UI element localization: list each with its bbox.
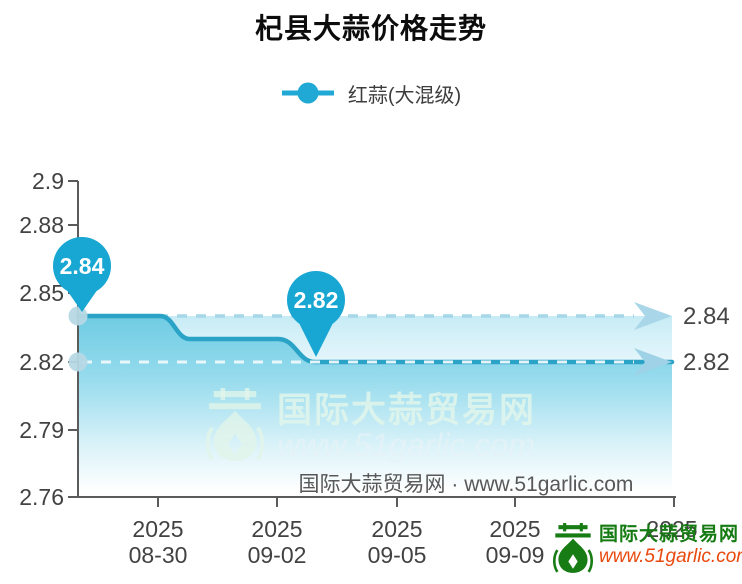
chart-title: 杞县大蒜价格走势 bbox=[254, 13, 487, 44]
x-axis-ticks bbox=[157, 497, 675, 507]
series-start-dot bbox=[68, 306, 88, 326]
x-tick-label-year: 2025 bbox=[371, 516, 422, 542]
x-tick-label-year: 2025 bbox=[251, 516, 302, 542]
x-tick-label-year: 2025 bbox=[489, 516, 540, 542]
reference-value-label: 2.84 bbox=[683, 303, 730, 330]
series-level-dot bbox=[68, 352, 88, 372]
pin-value-label: 2.84 bbox=[60, 253, 105, 279]
arrow-right-icon bbox=[634, 348, 672, 376]
price-pin-2-84[interactable]: 2.84 bbox=[53, 237, 111, 312]
legend-item[interactable]: 红蒜(大混级) bbox=[0, 79, 742, 107]
x-tick-label-year: 2025 bbox=[646, 516, 697, 542]
x-tick-label-date: 09-02 bbox=[248, 542, 307, 568]
series-line[interactable] bbox=[75, 313, 675, 365]
x-tick-label-date: 09-05 bbox=[368, 542, 427, 568]
y-tick-label: 2.76 bbox=[19, 484, 64, 510]
y-tick-label: 2.88 bbox=[19, 212, 64, 238]
y-tick-label: 2.82 bbox=[19, 349, 64, 375]
pin-value-label: 2.82 bbox=[294, 287, 339, 313]
y-tick-label: 2.79 bbox=[19, 417, 64, 443]
x-tick-label-date: 09-09 bbox=[486, 542, 545, 568]
x-tick-label-year: 2025 bbox=[132, 516, 183, 542]
price-pin-2-82[interactable]: 2.82 bbox=[287, 271, 345, 357]
reference-value-label: 2.82 bbox=[683, 349, 730, 376]
arrow-right-icon bbox=[634, 302, 672, 330]
legend-line-marker-icon bbox=[281, 82, 334, 104]
legend-label: 红蒜(大混级) bbox=[347, 84, 462, 107]
y-tick-label: 2.9 bbox=[32, 168, 64, 194]
x-tick-label-date: 08-30 bbox=[129, 542, 188, 568]
y-axis-ticks bbox=[68, 180, 78, 431]
y-tick-label: 2.85 bbox=[19, 280, 64, 306]
footer-site-note: 国际大蒜贸易网 · www.51garlic.com bbox=[299, 473, 634, 496]
